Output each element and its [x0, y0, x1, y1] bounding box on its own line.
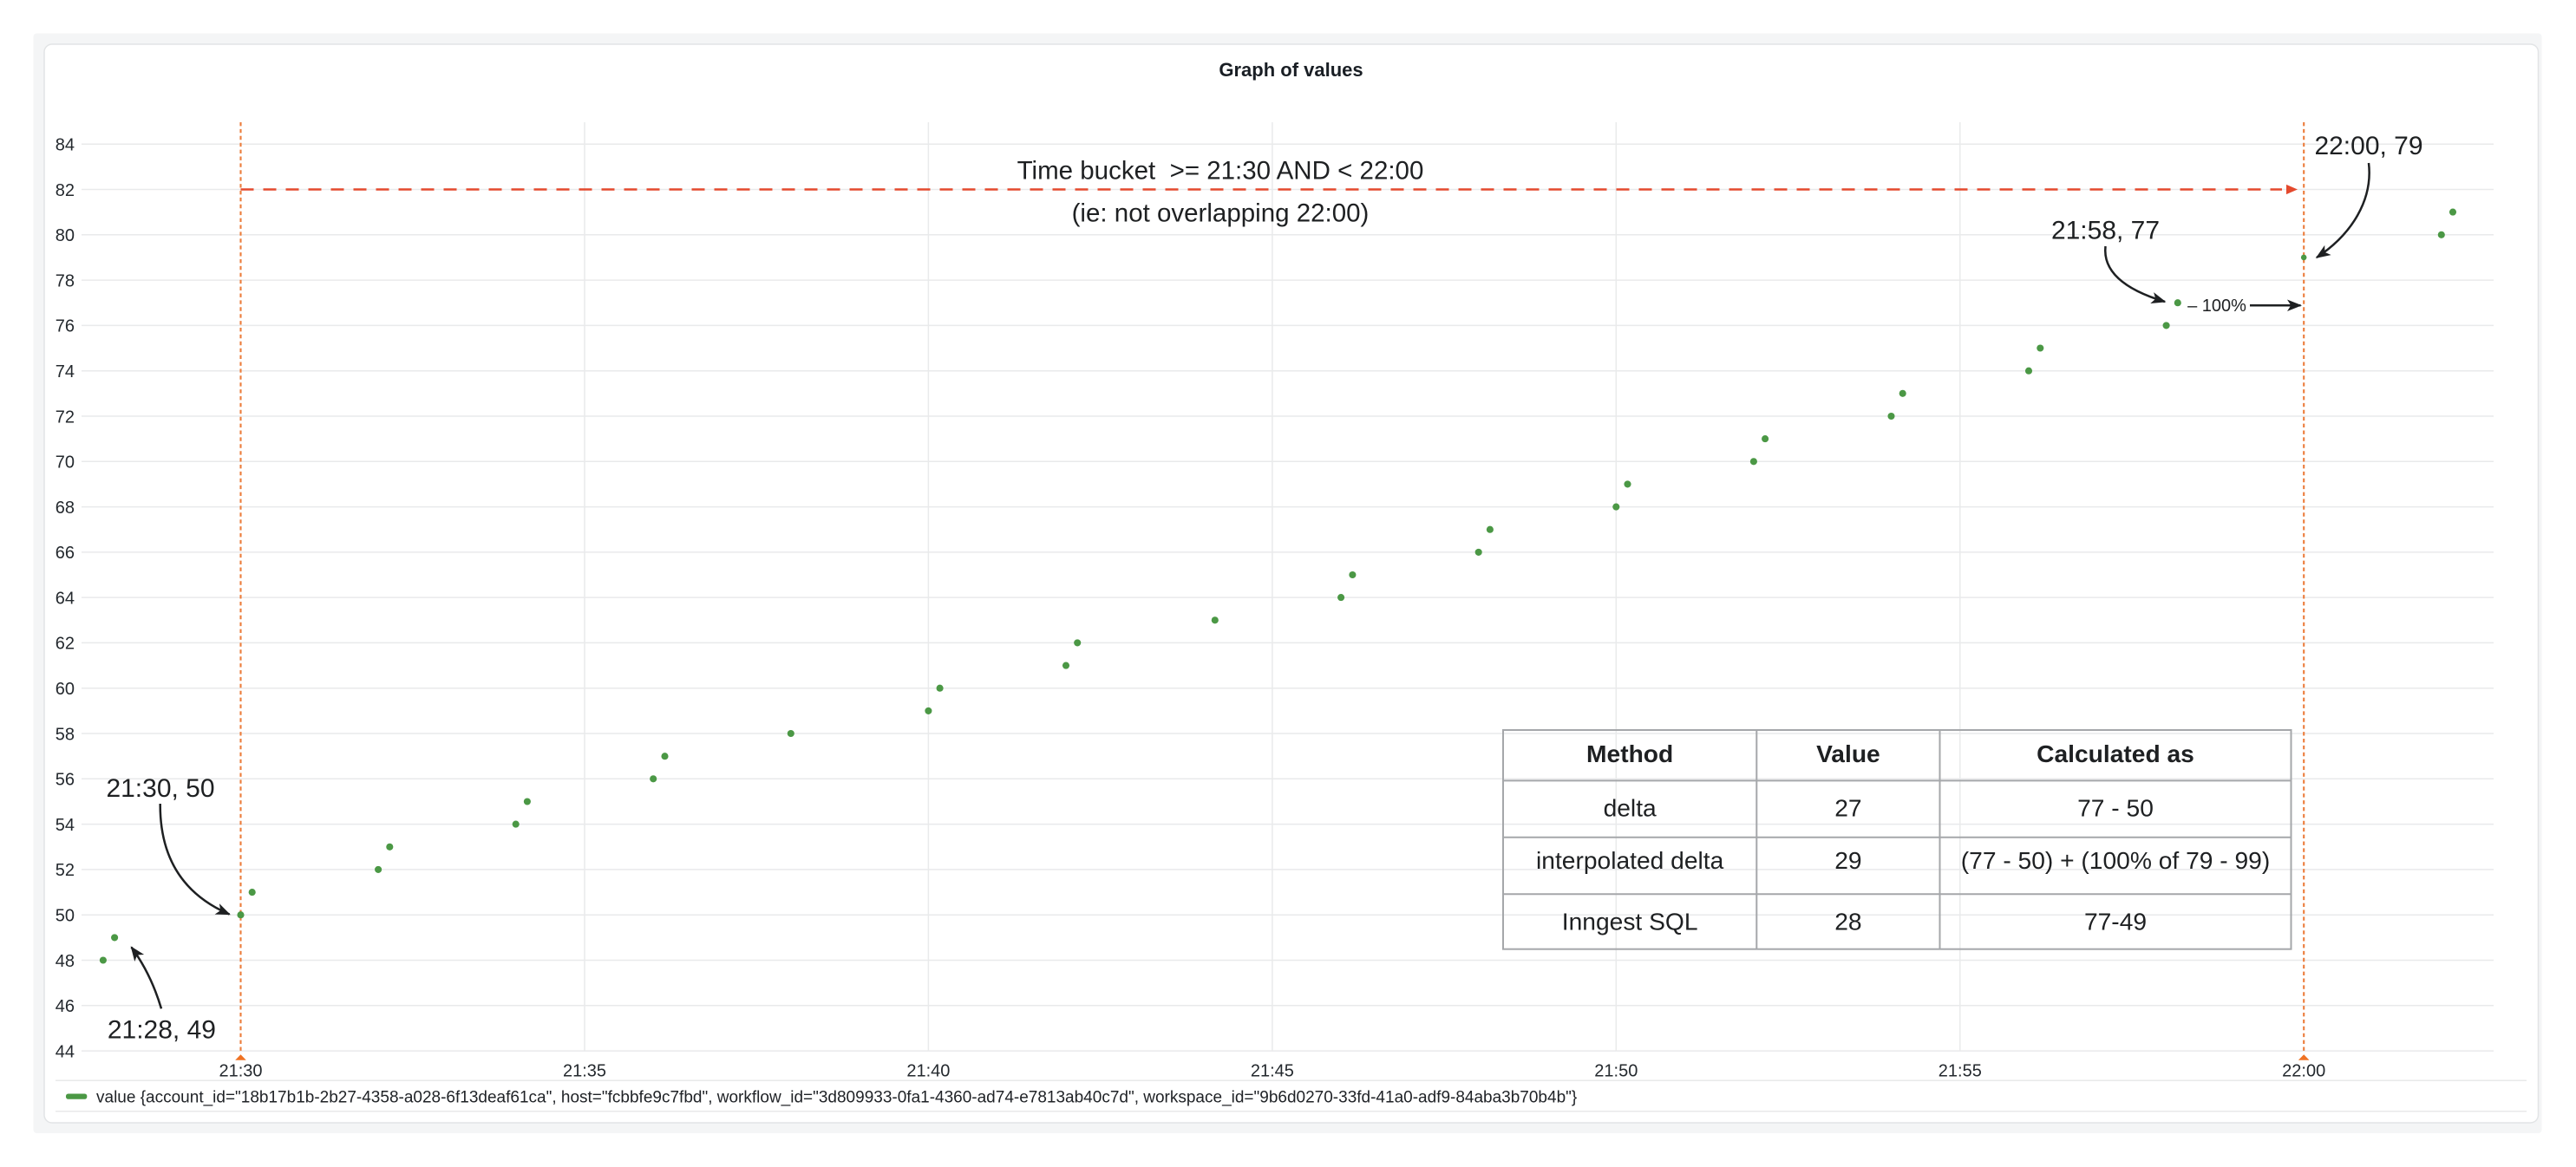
svg-text:44: 44 — [56, 1042, 75, 1061]
svg-text:Method: Method — [1586, 740, 1673, 767]
svg-text:21:40: 21:40 — [906, 1062, 950, 1081]
svg-text:22:00, 79: 22:00, 79 — [2314, 132, 2422, 160]
svg-text:78: 78 — [56, 271, 75, 290]
svg-text:Value: Value — [1816, 740, 1880, 767]
svg-text:(77 - 50) + (100% of 79 - 99): (77 - 50) + (100% of 79 - 99) — [1961, 846, 2270, 874]
svg-text:22:00: 22:00 — [2282, 1062, 2325, 1081]
svg-text:74: 74 — [56, 362, 75, 381]
svg-text:54: 54 — [56, 816, 75, 835]
svg-text:delta: delta — [1604, 794, 1657, 822]
svg-text:60: 60 — [56, 680, 75, 699]
svg-text:46: 46 — [56, 997, 75, 1016]
svg-text:Calculated as: Calculated as — [2037, 740, 2194, 767]
svg-text:21:55: 21:55 — [1939, 1062, 1982, 1081]
svg-text:interpolated delta: interpolated delta — [1536, 846, 1724, 874]
svg-text:77-49: 77-49 — [2084, 908, 2147, 936]
svg-text:value {account_id="18b17b1b-2b: value {account_id="18b17b1b-2b27-4358-a0… — [96, 1089, 1577, 1107]
svg-text:21:35: 21:35 — [563, 1062, 606, 1081]
svg-text:76: 76 — [56, 317, 75, 336]
svg-text:21:30: 21:30 — [219, 1062, 262, 1081]
svg-text:70: 70 — [56, 453, 75, 473]
svg-text:27: 27 — [1834, 794, 1861, 822]
svg-text:80: 80 — [56, 226, 75, 245]
svg-text:21:30, 50: 21:30, 50 — [106, 774, 214, 803]
svg-text:68: 68 — [56, 499, 75, 518]
svg-text:Inngest SQL: Inngest SQL — [1562, 908, 1698, 936]
svg-text:50: 50 — [56, 907, 75, 926]
svg-text:Graph of values: Graph of values — [1219, 59, 1363, 81]
svg-text:(ie: not overlapping 22:00): (ie: not overlapping 22:00) — [1072, 199, 1370, 228]
svg-text:28: 28 — [1834, 908, 1861, 936]
svg-text:21:45: 21:45 — [1251, 1062, 1294, 1081]
svg-text:82: 82 — [56, 181, 75, 200]
svg-text:– 100%: – 100% — [2187, 297, 2246, 316]
svg-text:52: 52 — [56, 861, 75, 880]
svg-text:77 - 50: 77 - 50 — [2077, 794, 2154, 822]
svg-text:Time bucket >= 21:30 AND < 22: Time bucket >= 21:30 AND < 22:00 — [1017, 157, 1424, 186]
svg-text:72: 72 — [56, 407, 75, 427]
svg-text:29: 29 — [1834, 846, 1861, 874]
svg-text:58: 58 — [56, 725, 75, 744]
svg-text:21:50: 21:50 — [1594, 1062, 1638, 1081]
svg-text:21:28, 49: 21:28, 49 — [108, 1016, 216, 1045]
svg-text:62: 62 — [56, 635, 75, 654]
svg-text:66: 66 — [56, 544, 75, 563]
svg-text:56: 56 — [56, 771, 75, 790]
svg-text:84: 84 — [56, 136, 75, 155]
svg-text:64: 64 — [56, 589, 75, 608]
svg-text:48: 48 — [56, 952, 75, 971]
svg-text:21:58, 77: 21:58, 77 — [2051, 217, 2160, 245]
